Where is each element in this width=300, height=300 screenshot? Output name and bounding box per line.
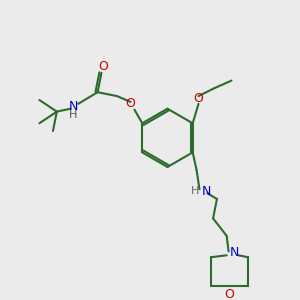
Text: N: N <box>69 100 78 113</box>
Text: O: O <box>194 92 203 104</box>
Text: O: O <box>126 98 136 110</box>
Text: H: H <box>190 186 199 196</box>
Text: N: N <box>230 246 239 259</box>
Text: O: O <box>225 288 235 300</box>
Text: H: H <box>69 110 77 119</box>
Text: N: N <box>202 185 211 198</box>
Text: O: O <box>98 59 108 73</box>
